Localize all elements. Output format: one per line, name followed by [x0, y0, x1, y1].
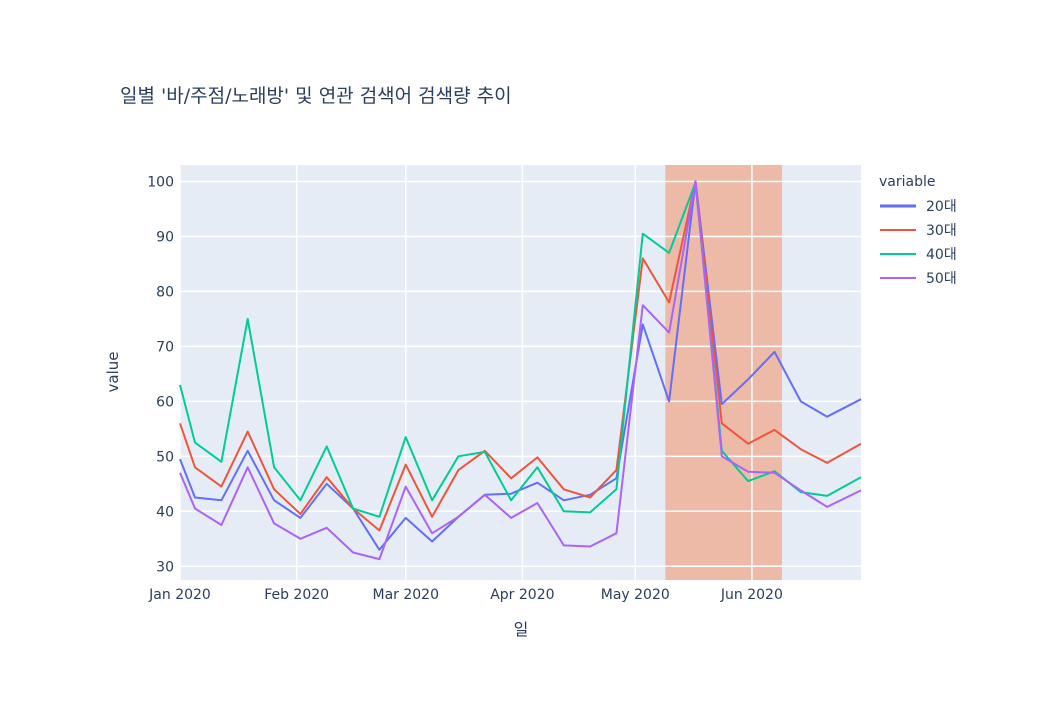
x-tick-label: Feb 2020 [264, 587, 329, 603]
series-line-1 [179, 180, 862, 551]
series-layer [179, 180, 862, 561]
x-tick-label: Jan 2020 [148, 587, 211, 603]
chart-title: 일별 '바/주점/노래방' 및 연관 검색어 검색량 추이 [120, 85, 512, 107]
x-tick-label: Mar 2020 [372, 587, 439, 603]
legend-item[interactable]: 30대 [880, 223, 957, 239]
y-tick-label: 80 [156, 284, 174, 300]
y-tick-label: 90 [156, 229, 174, 245]
y-tick-label: 100 [147, 174, 174, 190]
y-tick-label: 40 [156, 504, 174, 520]
highlight-layer [665, 165, 782, 580]
legend[interactable]: 20대 30대 40대 50대 [880, 199, 957, 287]
legend-label: 40대 [926, 247, 957, 263]
legend-label: 50대 [926, 271, 957, 287]
y-axis-label: value [104, 352, 122, 393]
highlight-band [665, 165, 782, 580]
legend-item[interactable]: 50대 [880, 271, 957, 287]
legend-label: 20대 [926, 199, 957, 215]
x-tick-label: Apr 2020 [490, 587, 554, 603]
y-tick-label: 70 [156, 339, 174, 355]
legend-title: variable [879, 174, 935, 190]
y-tick-label: 30 [156, 559, 174, 575]
series-line-2 [179, 180, 862, 532]
legend-item[interactable]: 20대 [880, 199, 957, 215]
y-tick-label: 50 [156, 449, 174, 465]
series-line-4 [179, 180, 862, 561]
y-tick-label: 60 [156, 394, 174, 410]
series-line-3 [179, 181, 862, 518]
x-axis-label: 일 [514, 620, 529, 639]
legend-item[interactable]: 40대 [880, 247, 957, 263]
x-tick-label: May 2020 [601, 587, 670, 603]
x-tick-label: Jun 2020 [720, 587, 783, 603]
tick-labels: 30 40 50 60 70 80 90 100 Jan 2020 Feb 2020 Mar 202… [147, 174, 783, 603]
legend-label: 30대 [926, 223, 957, 239]
